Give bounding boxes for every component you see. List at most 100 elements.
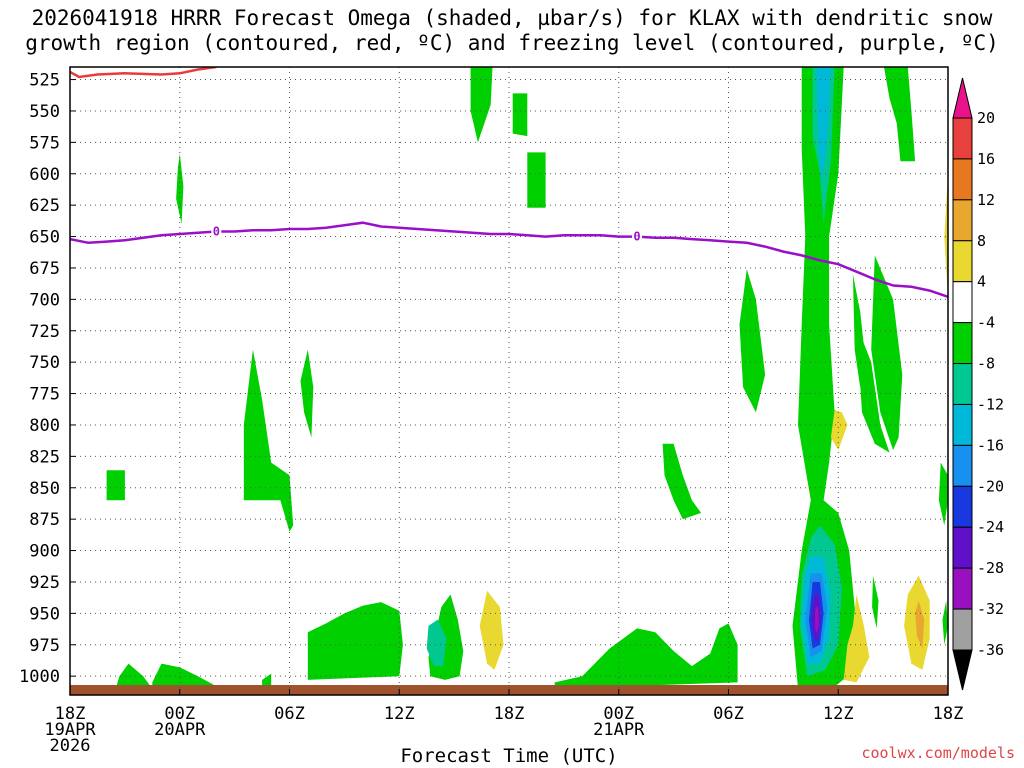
colorbar-cell-12 bbox=[952, 608, 973, 651]
colorbar-label-9: -20 bbox=[977, 477, 1004, 495]
omega-region-27 bbox=[852, 274, 866, 388]
colorbar-cell-1 bbox=[952, 158, 973, 201]
y-tick-label-575: 575 bbox=[29, 133, 60, 153]
omega-region-24 bbox=[884, 67, 916, 162]
colorbar-label-7: -12 bbox=[977, 395, 1004, 413]
freezing-label-bg-0 bbox=[211, 224, 222, 238]
y-tick-label-525: 525 bbox=[29, 71, 60, 91]
colorbar-cell-2 bbox=[952, 199, 973, 242]
x-tick-label-h36-0: 06Z bbox=[713, 704, 744, 724]
colorbar-cell-4 bbox=[952, 281, 973, 324]
x-tick-label-h6-1: 20APR bbox=[154, 720, 206, 740]
x-tick-label-h42-0: 12Z bbox=[823, 704, 854, 724]
chart-title-line-2: growth region (contoured, red, ºC) and f… bbox=[25, 31, 999, 55]
x-tick-label-h30-1: 21APR bbox=[593, 720, 645, 740]
omega-region-14 bbox=[739, 269, 766, 413]
omega-region-28 bbox=[872, 575, 879, 629]
y-tick-label-650: 650 bbox=[29, 228, 60, 248]
omega-region-9 bbox=[470, 67, 493, 143]
omega-region-11 bbox=[527, 152, 546, 208]
colorbar-label-10: -24 bbox=[977, 518, 1004, 536]
colorbar-label-8: -16 bbox=[977, 436, 1004, 454]
y-tick-label-925: 925 bbox=[29, 573, 60, 593]
x-tick-label-h18-0: 12Z bbox=[384, 704, 415, 724]
x-tick-label-h0-2: 2026 bbox=[50, 736, 91, 756]
x-tick-label-h0-1: 19APR bbox=[44, 720, 96, 740]
x-tick-label-h6-0: 00Z bbox=[164, 704, 195, 724]
y-tick-label-600: 600 bbox=[29, 165, 60, 185]
colorbar-bottom-arrow bbox=[952, 649, 973, 691]
x-tick-label-h24-0: 18Z bbox=[494, 704, 525, 724]
x-tick-label-h48-0: 18Z bbox=[933, 704, 964, 724]
omega-region-17 bbox=[816, 67, 831, 187]
y-tick-label-550: 550 bbox=[29, 102, 60, 122]
omega-region-7 bbox=[307, 602, 403, 680]
freezing-level-label-1: 0 bbox=[633, 230, 640, 244]
omega-region-12 bbox=[554, 623, 738, 689]
omega-region-1 bbox=[106, 470, 125, 501]
x-tick-label-h0-0: 18Z bbox=[55, 704, 86, 724]
colorbar-cell-5 bbox=[952, 322, 973, 365]
colorbar-cell-8 bbox=[952, 444, 973, 487]
colorbar-label-11: -28 bbox=[977, 559, 1004, 577]
omega-region-0 bbox=[176, 153, 184, 224]
x-tick-label-h12-0: 06Z bbox=[274, 704, 305, 724]
y-tick-label-850: 850 bbox=[29, 479, 60, 499]
omega-region-30 bbox=[942, 600, 948, 645]
omega-region-5 bbox=[152, 663, 217, 689]
colorbar-cell-9 bbox=[952, 485, 973, 528]
y-tick-label-975: 975 bbox=[29, 636, 60, 656]
colorbar-label-6: -8 bbox=[977, 355, 995, 373]
colorbar-label-2: 12 bbox=[977, 191, 995, 209]
colorbar-label-13: -36 bbox=[977, 641, 1004, 659]
omega-region-29 bbox=[938, 462, 948, 526]
omega-region-32 bbox=[830, 409, 848, 451]
omega-region-25 bbox=[871, 255, 903, 451]
y-tick-label-825: 825 bbox=[29, 447, 60, 467]
pressure-axis: 525 550 575 600 625 650 675 700 725 750 775 800 825 8… bbox=[19, 71, 76, 687]
colorbar-label-4: 4 bbox=[977, 273, 986, 291]
omega-region-4 bbox=[115, 663, 153, 689]
omega-region-36 bbox=[944, 173, 948, 300]
freezing-level-label-0: 0 bbox=[213, 225, 220, 239]
colorbar-cell-10 bbox=[952, 526, 973, 569]
omega-region-31 bbox=[479, 590, 504, 670]
freezing-label-bg-1 bbox=[632, 229, 643, 243]
y-tick-label-800: 800 bbox=[29, 416, 60, 436]
y-tick-label-675: 675 bbox=[29, 259, 60, 279]
omega-region-15 bbox=[792, 67, 857, 692]
colorbar-cell-6 bbox=[952, 363, 973, 405]
y-tick-label-700: 700 bbox=[29, 290, 60, 310]
omega-region-2 bbox=[243, 349, 294, 532]
colorbar-top-arrow bbox=[952, 77, 973, 119]
dgz-contour bbox=[70, 67, 217, 79]
omega-region-33 bbox=[843, 594, 870, 683]
y-tick-label-1000: 1000 bbox=[19, 667, 60, 687]
y-tick-label-950: 950 bbox=[29, 604, 60, 624]
colorbar-label-5: -4 bbox=[977, 314, 995, 332]
y-tick-label-625: 625 bbox=[29, 196, 60, 216]
y-tick-label-775: 775 bbox=[29, 385, 60, 405]
omega-region-13 bbox=[662, 443, 702, 520]
y-tick-label-750: 750 bbox=[29, 353, 60, 373]
omega-region-35 bbox=[915, 600, 925, 649]
x-tick-label-h30-0: 00Z bbox=[603, 704, 634, 724]
colorbar-label-0: 20 bbox=[977, 109, 995, 127]
y-tick-label-900: 900 bbox=[29, 542, 60, 562]
omega-shading-layer bbox=[106, 67, 948, 692]
omega-region-37 bbox=[426, 619, 447, 667]
omega-region-3 bbox=[300, 349, 314, 438]
colorbar: 20 16 12 8 4 -4 -8 -12 -16 -20 -24 -28 -32 -36 bbox=[952, 77, 1004, 691]
credit-text: coolwx.com/models bbox=[861, 744, 1015, 762]
omega-region-10 bbox=[512, 93, 528, 137]
x-axis-label: Forecast Time (UTC) bbox=[400, 745, 617, 767]
omega-region-6 bbox=[262, 673, 272, 687]
chart-title: 2026041918 HRRR Forecast Omega (shaded, … bbox=[0, 6, 1024, 56]
colorbar-cell-11 bbox=[952, 567, 973, 610]
chart-title-line-1: 2026041918 HRRR Forecast Omega (shaded, … bbox=[31, 6, 993, 30]
colorbar-cell-3 bbox=[952, 240, 973, 283]
y-tick-label-875: 875 bbox=[29, 510, 60, 530]
